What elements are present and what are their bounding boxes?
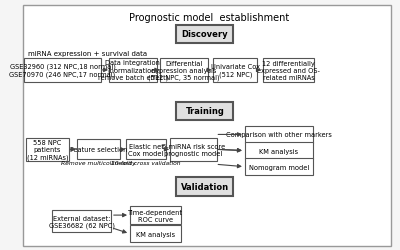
Text: 6-miRNA risk score
prognostic model: 6-miRNA risk score prognostic model — [162, 143, 225, 156]
Text: 558 NPC
patients
(12 miRNAs): 558 NPC patients (12 miRNAs) — [26, 140, 68, 160]
FancyBboxPatch shape — [52, 210, 111, 233]
Text: Prognostic model  establishment: Prognostic model establishment — [129, 12, 289, 22]
FancyBboxPatch shape — [176, 26, 234, 44]
FancyBboxPatch shape — [214, 59, 257, 82]
Text: Discovery: Discovery — [182, 30, 228, 39]
Text: Nomogram model: Nomogram model — [249, 164, 309, 170]
FancyBboxPatch shape — [263, 59, 314, 82]
FancyBboxPatch shape — [23, 6, 391, 246]
Text: Elastic net
Cox model: Elastic net Cox model — [128, 143, 164, 156]
Text: Differential
expression analysis
(512 NPC, 35 normal): Differential expression analysis (512 NP… — [148, 60, 220, 81]
Text: KM analysis: KM analysis — [260, 148, 298, 154]
FancyBboxPatch shape — [176, 178, 234, 196]
Text: Remove multicollinearity: Remove multicollinearity — [61, 161, 136, 166]
Text: KM analysis: KM analysis — [136, 231, 175, 237]
Text: GSE32960 (312 NPC,18 normal)
GSE70970 (246 NPC,17 normal): GSE32960 (312 NPC,18 normal) GSE70970 (2… — [10, 64, 116, 78]
FancyBboxPatch shape — [24, 59, 102, 82]
FancyBboxPatch shape — [109, 59, 156, 82]
FancyBboxPatch shape — [160, 59, 208, 82]
FancyBboxPatch shape — [170, 138, 217, 162]
FancyBboxPatch shape — [245, 158, 313, 176]
FancyBboxPatch shape — [245, 142, 313, 159]
Text: External dataset:
GSE36682 (62 NPC): External dataset: GSE36682 (62 NPC) — [48, 215, 114, 228]
Text: Data integration
(normalization,
remove batch effect): Data integration (normalization, remove … — [98, 60, 168, 81]
FancyBboxPatch shape — [130, 206, 181, 225]
FancyBboxPatch shape — [26, 138, 69, 162]
Text: 10-fold cross validation: 10-fold cross validation — [111, 161, 181, 166]
Text: Feature selection: Feature selection — [70, 147, 127, 153]
FancyBboxPatch shape — [77, 140, 120, 160]
Text: Validation: Validation — [181, 182, 229, 191]
Text: 12 differentially
expressed and OS-
related miRNAs: 12 differentially expressed and OS- rela… — [257, 61, 320, 80]
FancyBboxPatch shape — [245, 126, 313, 143]
FancyBboxPatch shape — [130, 226, 181, 242]
Text: Univariate Cox
(512 NPC): Univariate Cox (512 NPC) — [211, 64, 260, 77]
FancyBboxPatch shape — [126, 140, 166, 160]
Text: Comparison with other markers: Comparison with other markers — [226, 132, 332, 138]
Text: miRNA expression + survival data: miRNA expression + survival data — [28, 51, 148, 57]
FancyBboxPatch shape — [176, 102, 234, 121]
Text: Training: Training — [186, 107, 224, 116]
Text: Time-dependent
ROC curve: Time-dependent ROC curve — [128, 209, 183, 222]
